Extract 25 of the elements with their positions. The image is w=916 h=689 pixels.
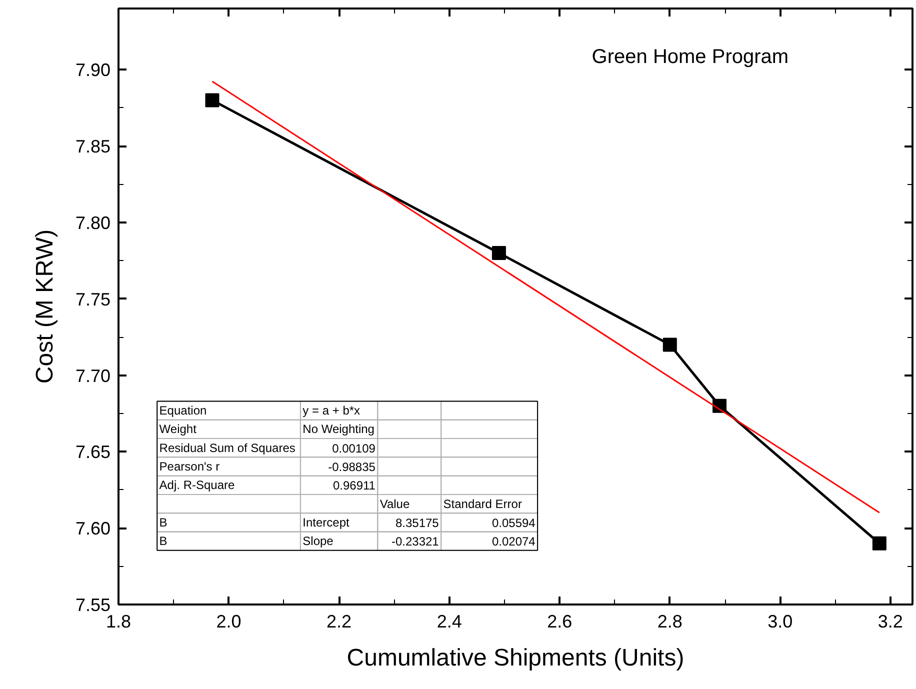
y-tick-label: 7.70 (75, 366, 111, 386)
x-tick-label: 2.8 (657, 612, 682, 632)
text: Residual Sum of Squares 0.00109 (159, 440, 376, 456)
y-tick-label: 7.80 (75, 212, 111, 233)
x-tick-label: 2.4 (436, 612, 462, 632)
y-tick-label: 7.60 (75, 518, 111, 539)
y-tick-label: 7.75 (75, 289, 111, 310)
text: B Slope -0.23321 0.02074 (159, 534, 536, 549)
x-axis-title: Cumumlative Shipments (Units) (346, 644, 684, 672)
y-tick-label: 7.85 (75, 136, 111, 157)
y-axis-title: Cost (M KRW) (31, 229, 58, 384)
y-tick-label: 7.90 (75, 60, 111, 80)
annotation: Green Home Program (592, 46, 789, 68)
y-tick-label: 7.65 (75, 442, 111, 462)
text: Adj. R-Square 0.96911 (159, 478, 376, 493)
text: Pearson's r -0.98835 (159, 460, 376, 474)
x-tick-label: 3.0 (768, 612, 793, 632)
x-tick-label: 2.0 (216, 612, 242, 632)
text: Weight No Weighting (159, 422, 374, 436)
x-tick-label: 2.6 (547, 612, 572, 632)
text: Equation y = a + b*x (159, 404, 360, 418)
text: Value Standard Error (380, 496, 522, 511)
text: B Intercept 8.35175 0.05594 (159, 515, 536, 530)
x-tick-label: 3.2 (878, 612, 903, 632)
x-tick-label: 2.2 (326, 612, 352, 632)
